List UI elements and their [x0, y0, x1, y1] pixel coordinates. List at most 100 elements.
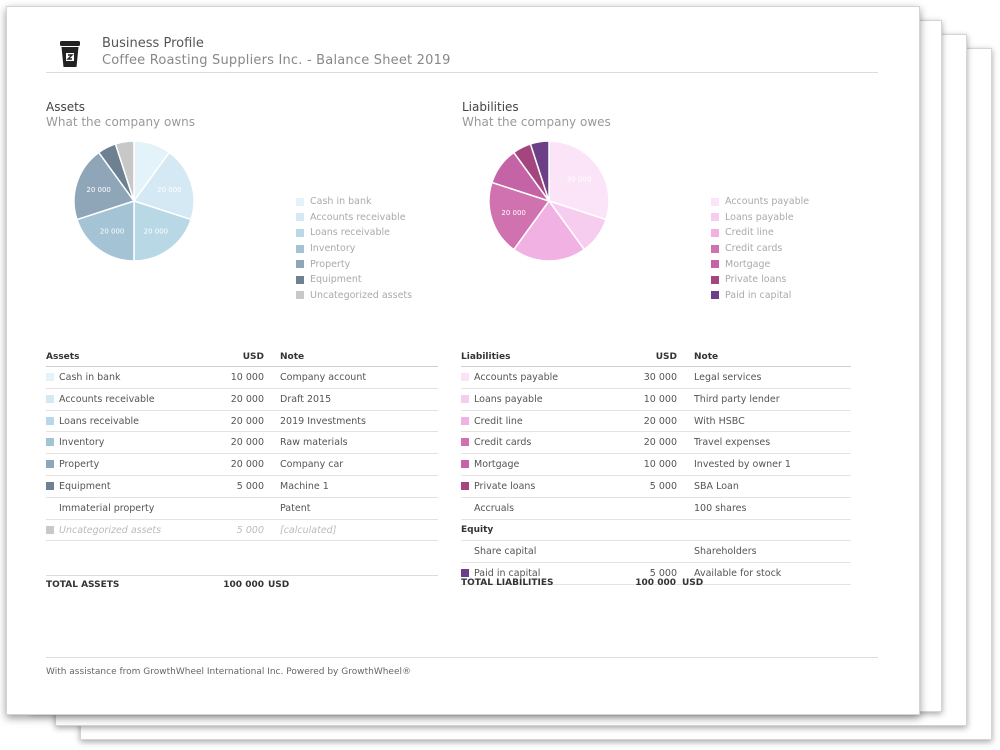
row-name: Credit line	[474, 415, 523, 427]
liabilities-legend-item: Accounts payable	[711, 194, 809, 210]
row-swatch	[46, 460, 54, 469]
liabilities-slice-label: 20 000	[501, 209, 526, 217]
liabilities-slice-credit-cards	[488, 181, 551, 251]
row-note: 2019 Investments	[280, 415, 366, 427]
total-liabilities-value: 100 000	[635, 578, 676, 588]
total-assets-label: TOTAL ASSETS	[46, 580, 120, 590]
row-swatch	[461, 373, 469, 381]
header-note: Note	[280, 352, 305, 362]
legend-label: Loans payable	[725, 211, 794, 223]
row-note: Machine 1	[280, 480, 329, 492]
row-note: Legal services	[694, 372, 762, 383]
liabilities-table: Liabilities USD Note Accounts payable 30 000…	[461, 348, 851, 585]
legend-swatch	[711, 213, 719, 222]
assets-table-row: Equipment 5 000 Machine 1	[46, 476, 438, 498]
assets-slice-loans-receivable	[133, 199, 193, 262]
row-swatch	[461, 394, 469, 403]
row-name: Equipment	[59, 480, 111, 492]
page-subtitle: Coffee Roasting Suppliers Inc. - Balance…	[102, 53, 451, 68]
legend-swatch	[711, 275, 719, 284]
row-name: Paid in capital	[474, 568, 541, 580]
assets-legend-item: Cash in bank	[296, 194, 412, 210]
assets-slice-label: 20 000	[144, 228, 169, 236]
assets-legend: Cash in bank Accounts receivable Loans rec…	[296, 194, 412, 303]
legend-swatch	[711, 228, 719, 237]
legend-swatch	[711, 291, 719, 300]
header-amount: USD	[655, 352, 677, 362]
assets-slice-property	[73, 151, 136, 221]
assets-slice-label: 20 000	[100, 228, 125, 236]
header-note: Note	[694, 352, 719, 362]
row-swatch	[461, 416, 469, 425]
row-note: 100 shares	[694, 502, 747, 514]
liabilities-table-row: Mortgage 10 000 Invested by owner 1	[461, 454, 851, 476]
legend-swatch	[296, 275, 304, 284]
row-note: Draft 2015	[280, 393, 332, 405]
row-note: Patent	[280, 502, 311, 514]
row-swatch	[46, 416, 54, 425]
assets-table-row: Accounts receivable 20 000 Draft 2015	[46, 389, 438, 411]
row-amount: 5 000	[236, 524, 264, 536]
row-swatch	[461, 438, 469, 447]
row-name: Private loans	[474, 480, 536, 492]
assets-legend-item: Equipment	[296, 272, 412, 288]
liabilities-slice-label: 30 000	[567, 176, 592, 184]
legend-swatch	[711, 244, 719, 253]
row-note: Travel expenses	[694, 437, 771, 449]
row-swatch	[46, 394, 54, 403]
row-amount: 20 000	[230, 459, 264, 471]
assets-slice-accounts-receivable	[132, 151, 195, 221]
assets-table-row: Property 20 000 Company car	[46, 454, 438, 476]
row-note: Shareholders	[694, 546, 757, 558]
header-divider	[46, 72, 878, 73]
liabilities-legend-item: Paid in capital	[711, 288, 809, 304]
row-amount: 20 000	[643, 415, 677, 427]
legend-label: Paid in capital	[725, 289, 792, 301]
row-swatch	[461, 460, 469, 469]
liabilities-table-row: Accounts payable 30 000 Legal services	[461, 367, 851, 389]
row-amount: 20 000	[230, 393, 264, 405]
assets-table-row: Immaterial property Patent	[46, 498, 438, 520]
assets-legend-item: Uncategorized assets	[296, 288, 412, 304]
row-swatch	[46, 373, 54, 381]
row-amount: 5 000	[236, 480, 264, 492]
legend-label: Accounts payable	[725, 196, 810, 208]
liabilities-legend-item: Credit line	[711, 225, 809, 241]
assets-legend-item: Inventory	[296, 241, 412, 257]
row-note: With HSBC	[694, 415, 745, 427]
liabilities-table-row: Private loans 5 000 SBA Loan	[461, 476, 851, 498]
legend-swatch	[296, 291, 304, 300]
row-amount: 5 000	[649, 568, 677, 580]
legend-swatch	[296, 228, 304, 237]
legend-label: Property	[310, 258, 351, 270]
footer-text: With assistance from GrowthWheel Interna…	[46, 667, 412, 677]
row-note: SBA Loan	[694, 480, 739, 492]
row-name: Immaterial property	[59, 502, 155, 514]
row-name: Mortgage	[474, 459, 520, 471]
row-amount: 30 000	[643, 372, 677, 383]
row-note: Invested by owner 1	[694, 459, 791, 471]
assets-table-row: Loans receivable 20 000 2019 Investments	[46, 411, 438, 433]
row-amount: 20 000	[643, 437, 677, 449]
assets-slice-inventory	[75, 199, 135, 262]
legend-swatch	[711, 260, 719, 269]
row-swatch	[46, 481, 54, 490]
row-amount: 10 000	[230, 372, 264, 383]
row-amount: 5 000	[649, 480, 677, 492]
footer-divider	[46, 657, 878, 658]
liabilities-table-row: Loans payable 10 000 Third party lender	[461, 389, 851, 411]
assets-slice-label: 20 000	[157, 186, 182, 194]
liabilities-legend-item: Loans payable	[711, 210, 809, 226]
legend-swatch	[296, 213, 304, 222]
total-assets-value: 100 000	[223, 580, 264, 590]
row-note: Company car	[280, 459, 344, 471]
liabilities-legend-item: Private loans	[711, 272, 809, 288]
row-name: Accounts receivable	[59, 393, 155, 405]
assets-slice-uncategorized-assets	[114, 140, 135, 202]
legend-swatch	[711, 197, 719, 206]
assets-legend-item: Loans receivable	[296, 225, 412, 241]
row-name: Accruals	[474, 502, 515, 514]
row-amount: 20 000	[230, 437, 264, 449]
row-amount: 10 000	[643, 393, 677, 405]
liabilities-legend: Accounts payable Loans payable Credit line…	[711, 194, 809, 303]
